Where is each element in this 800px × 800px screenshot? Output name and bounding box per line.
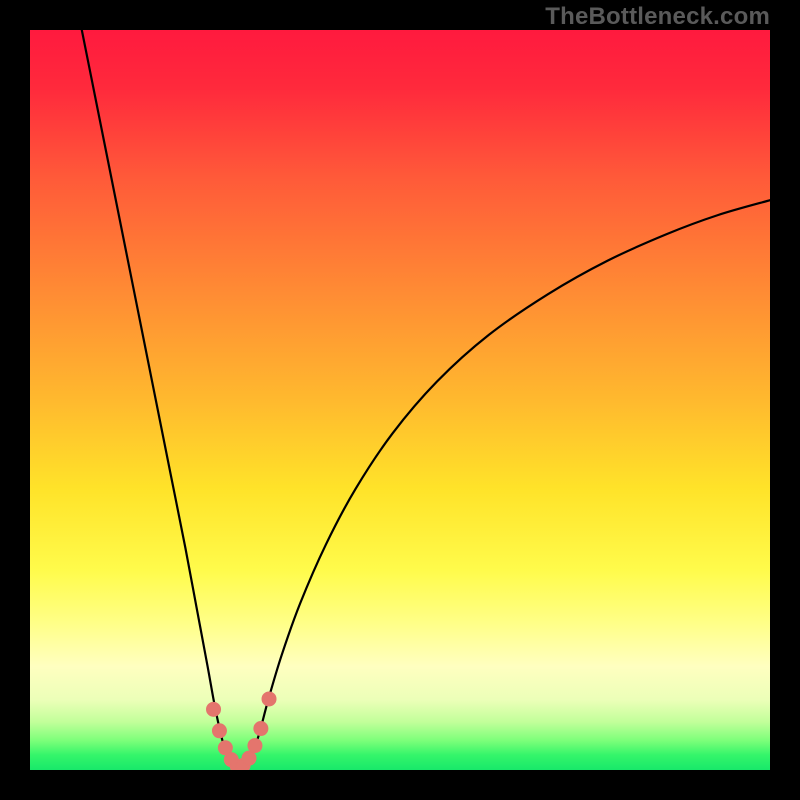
marker-dot <box>212 724 226 738</box>
marker-group <box>207 692 277 770</box>
marker-dot <box>262 692 276 706</box>
curve-left <box>82 30 240 770</box>
watermark-label: TheBottleneck.com <box>545 3 770 31</box>
marker-dot <box>248 739 262 753</box>
marker-dot <box>254 722 268 736</box>
curve-group <box>82 30 770 770</box>
stage: TheBottleneck.com <box>0 0 800 800</box>
plot-area <box>30 30 770 770</box>
marker-dot <box>242 751 256 765</box>
chart-overlay <box>30 30 770 770</box>
marker-dot <box>207 702 221 716</box>
curve-right <box>240 200 770 770</box>
